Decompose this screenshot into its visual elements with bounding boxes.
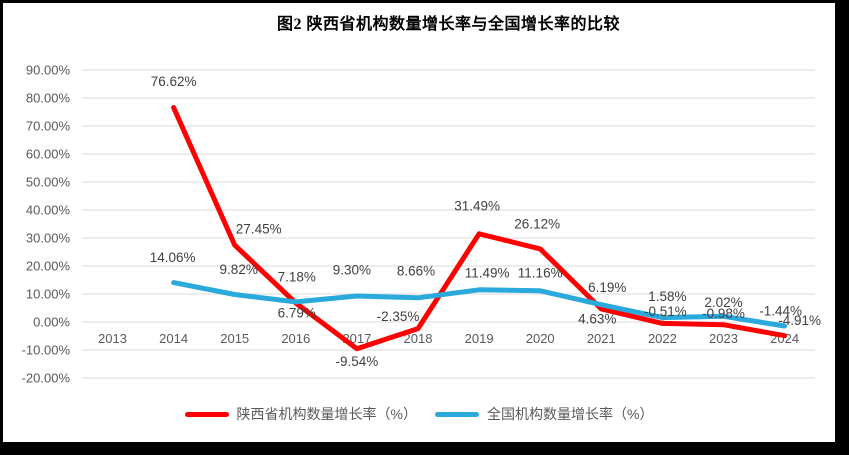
data-label: -0.98% [702,306,745,321]
x-axis-tick-label: 2016 [281,331,310,346]
y-axis-tick-label: 30.00% [26,231,71,246]
data-label: 6.79% [278,306,316,321]
legend-item-1: 全国机构数量增长率（%） [435,404,653,424]
data-label: 2.02% [704,295,742,310]
label-leader-line [661,314,667,322]
x-axis-tick-label: 2014 [159,331,188,346]
data-label: 27.45% [236,222,282,237]
x-axis-tick-label: 2021 [587,331,616,346]
chart-title: 图2 陕西省机构数量增长率与全国增长率的比较 [276,16,620,33]
y-axis-tick-label: -10.00% [22,343,71,358]
data-label: -0.51% [644,304,687,319]
y-axis-tick-label: 70.00% [26,119,71,134]
data-label: -4.91% [778,313,821,328]
data-label: 9.30% [333,263,371,278]
legend-line-swatch [184,411,229,417]
data-label: 8.66% [397,263,435,278]
y-axis-tick-label: 60.00% [26,147,71,162]
x-axis-tick-label: 2022 [648,331,677,346]
data-label: 76.62% [151,74,197,89]
data-label: 26.12% [514,216,560,231]
data-label: 6.19% [588,280,626,295]
x-axis-tick-label: 2013 [98,331,127,346]
data-label: 31.49% [454,198,500,213]
y-axis-tick-label: 10.00% [26,287,71,302]
x-axis-tick-label: 2023 [709,331,738,346]
data-label: 4.63% [578,312,616,327]
y-axis-tick-label: -20.00% [22,371,71,386]
data-label: 7.18% [278,269,316,284]
y-axis-tick-label: 80.00% [26,91,71,106]
series-line-1 [171,280,788,329]
x-axis-tick-label: 2015 [220,331,249,346]
x-axis-tick-label: 2019 [465,331,494,346]
data-label: 14.06% [150,250,196,265]
x-axis-tick-label: 2018 [404,331,433,346]
legend-item-0: 陕西省机构数量增长率（%） [184,404,417,424]
series-line-0 [171,105,788,352]
chart-frame [3,3,835,442]
legend-label: 全国机构数量增长率（%） [487,406,654,422]
data-label: 1.58% [648,289,686,304]
data-label: 11.49% [465,265,510,280]
data-label: 11.16% [518,265,563,280]
y-axis-tick-label: 40.00% [26,203,71,218]
x-axis-tick-label: 2020 [526,331,555,346]
data-label: -9.54% [336,354,379,369]
y-axis-tick-label: 50.00% [26,175,71,190]
legend-label: 陕西省机构数量增长率（%） [236,406,417,422]
y-axis-tick-label: 20.00% [26,259,71,274]
y-axis-tick-label: 0.00% [33,315,70,330]
chart-legend: 陕西省机构数量增长率（%） 全国机构数量增长率（%） [3,404,835,424]
y-axis-tick-label: 90.00% [26,63,71,78]
data-label: -1.44% [759,304,802,319]
data-label: 9.82% [220,262,258,277]
legend-line-swatch [435,411,479,417]
data-label: -2.35% [377,309,420,324]
